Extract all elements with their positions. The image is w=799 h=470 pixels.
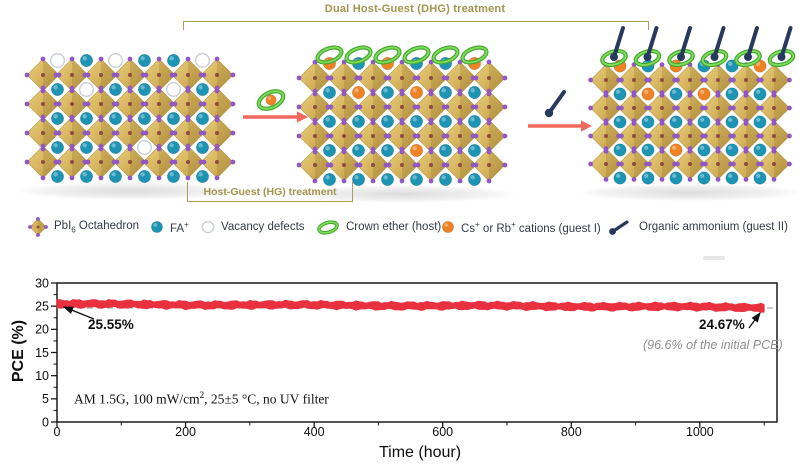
svg-text:25: 25 [35,299,49,313]
perovskite-lattice-schematic [13,26,799,203]
axes: 0 200 400 600 800 1000 0 5 10 15 20 25 30 [35,276,778,439]
svg-text:600: 600 [432,425,453,439]
stability-chart-panel: 0 200 400 600 800 1000 0 5 10 15 20 25 30 PCE (%) Ti… [0,255,799,470]
crown-ether-icon [316,219,340,236]
svg-text:20: 20 [35,323,49,337]
legend-item-fa: FA+ [150,216,189,238]
lattice-pristine [13,53,247,200]
svg-text:30: 30 [35,276,49,290]
svg-text:0: 0 [42,415,49,429]
svg-text:400: 400 [304,425,325,439]
svg-text:200: 200 [175,425,196,439]
svg-text:10: 10 [35,369,49,383]
test-conditions-label: AM 1.5G, 100 mW/cm2, 25±5 °C, no UV filt… [74,390,329,407]
hg-treatment-label: Host-Guest (HG) treatment [187,182,353,202]
legend-label: Crown ether (host) [346,221,442,233]
x-axis-title: Time (hour) [378,444,462,461]
octahedron-icon [28,217,48,237]
legend-item-crown-ether: Crown ether (host) [316,216,441,238]
lattice-dhg [576,26,799,202]
fa-cation-icon [150,220,164,234]
svg-text:0: 0 [54,425,61,439]
svg-text:800: 800 [561,425,582,439]
pce-stability-chart: 0 200 400 600 800 1000 0 5 10 15 20 25 30 [35,276,778,439]
legend-item-guest2: Organic ammonium (guest II) [607,216,788,238]
y-axis-title: PCE (%) [10,319,27,383]
legend-label: Cs+ or Rb+ cations (guest I) [461,219,601,235]
initial-pce-annotation: 25.55% [88,317,134,332]
legend-label: PbI6 Octahedron [54,219,140,235]
final-pce-annotation: 24.67% [699,317,745,332]
lattice-hg [285,45,519,203]
legend-label: FA+ [170,219,189,235]
legend-label: Vacancy defects [221,221,305,233]
vacancy-icon [201,220,215,234]
svg-text:5: 5 [42,392,49,406]
guest1-cation-icon [441,220,455,234]
legend-item-guest1: Cs+ or Rb+ cations (guest I) [441,216,601,238]
pce-trace [56,299,765,313]
dhg-treatment-label: Dual Host-Guest (DHG) treatment [324,3,506,15]
annotation-arrows [62,306,761,329]
legend-item-vacancy: Vacancy defects [201,216,305,238]
process-arrows [243,89,592,132]
dhg-bracket [183,21,649,30]
retention-annotation: (96.6% of the initial PCE) [643,338,783,352]
svg-text:15: 15 [35,346,49,360]
svg-text:1000: 1000 [686,425,714,439]
hg-treatment-text: Host-Guest (HG) treatment [203,185,337,198]
schematic-panel: Dual Host-Guest (DHG) treatment Host-Gue… [13,3,799,238]
guest2-ammonium-icon [607,218,633,236]
legend-label: Organic ammonium (guest II) [639,221,788,233]
legend-item-octahedron: PbI6 Octahedron [28,216,139,238]
faint-artifact [703,256,725,260]
